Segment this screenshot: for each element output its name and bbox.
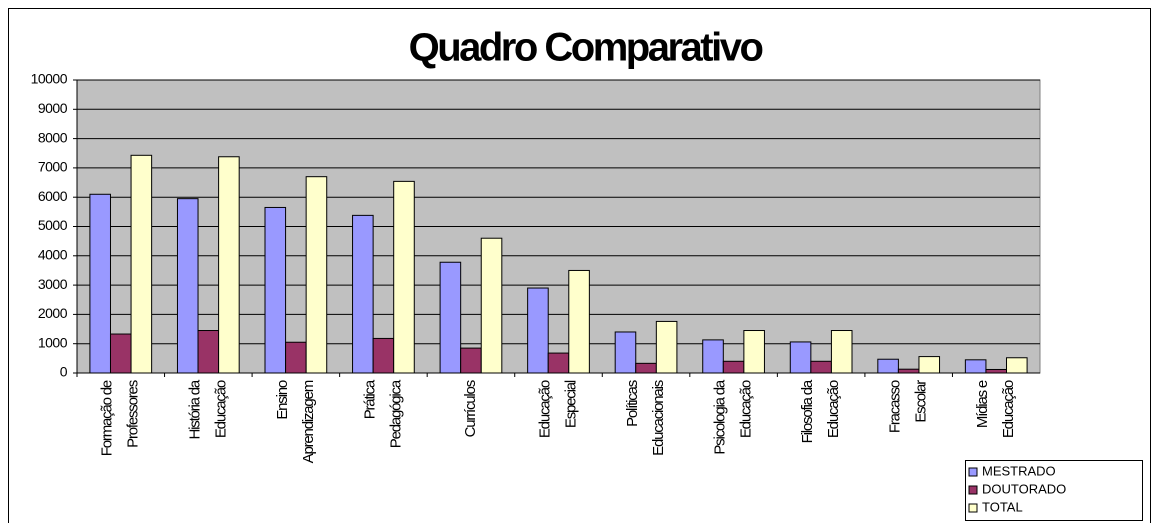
bar (1006, 357, 1028, 374)
x-tick-label: Educação (536, 380, 553, 438)
bar (89, 193, 111, 374)
bar (985, 368, 1008, 374)
bar (480, 237, 503, 374)
x-tick-label: Professores (125, 380, 142, 448)
legend-swatch (968, 485, 978, 495)
y-tick-label: 10000 (31, 71, 68, 87)
bar (722, 360, 745, 374)
bar (743, 330, 765, 374)
y-tick-label: 0 (60, 364, 68, 380)
bar (897, 368, 920, 374)
bar (305, 176, 328, 374)
bar (393, 180, 415, 374)
bar (830, 330, 853, 374)
x-tick-label: Especial (562, 380, 579, 428)
x-tick-label: Escolar (913, 380, 930, 423)
x-tick-label: Currículos (462, 380, 479, 437)
legend-box (965, 460, 1143, 521)
bar (635, 362, 657, 374)
bar (439, 261, 462, 374)
chart-title: Quadro Comparativo (409, 26, 763, 70)
x-tick-label: Educação (1000, 380, 1017, 438)
bar (789, 341, 812, 374)
y-tick-label: 3000 (38, 276, 68, 292)
bar (285, 341, 307, 374)
x-tick-label: Educação (738, 380, 755, 438)
bar (655, 320, 678, 374)
x-tick-label: Educacionais (650, 380, 667, 456)
y-tick-label: 2000 (38, 305, 68, 321)
x-tick-label: Psicologia da (712, 379, 729, 454)
bar (372, 337, 395, 374)
x-tick-label: Prática (361, 379, 378, 419)
bar (702, 339, 724, 374)
x-tick-label: Ensino (274, 380, 291, 420)
bar (918, 356, 941, 374)
x-tick-label: Aprendizagem (300, 380, 317, 463)
bar (964, 359, 987, 374)
x-tick-label: Educação (212, 380, 229, 438)
bar (109, 333, 132, 374)
bar (460, 347, 482, 374)
bar (130, 154, 153, 374)
x-tick-label: Fracasso (887, 380, 904, 433)
bar (218, 156, 240, 374)
x-tick-label: Formação de (99, 380, 116, 456)
legend-swatch (968, 503, 978, 513)
bar (547, 352, 570, 374)
x-tick-label: Pedagógica (387, 379, 404, 448)
x-tick-label: Mídias e (974, 380, 991, 428)
y-tick-label: 5000 (38, 217, 68, 233)
bar (527, 287, 549, 374)
y-tick-label: 9000 (38, 100, 68, 116)
bar (176, 198, 199, 374)
legend-label: TOTAL (982, 499, 1023, 514)
y-tick-label: 6000 (38, 188, 68, 204)
y-tick-label: 7000 (38, 159, 68, 175)
x-tick-label: História da (186, 379, 203, 439)
x-tick-label: Filosofia da (799, 379, 816, 443)
legend-label: DOUTORADO (982, 481, 1066, 496)
x-tick-label: Políticas (624, 380, 641, 427)
bar (197, 330, 220, 374)
bar (810, 360, 832, 374)
y-tick-label: 4000 (38, 247, 68, 263)
bar (614, 331, 637, 374)
bar (877, 358, 899, 374)
bar (352, 214, 374, 374)
y-tick-label: 8000 (38, 129, 68, 145)
legend-swatch (968, 467, 978, 477)
legend-label: MESTRADO (982, 463, 1056, 478)
bar (264, 206, 287, 374)
x-tick-label: Educação (825, 380, 842, 438)
y-tick-label: 1000 (38, 334, 68, 350)
bar (568, 269, 590, 374)
